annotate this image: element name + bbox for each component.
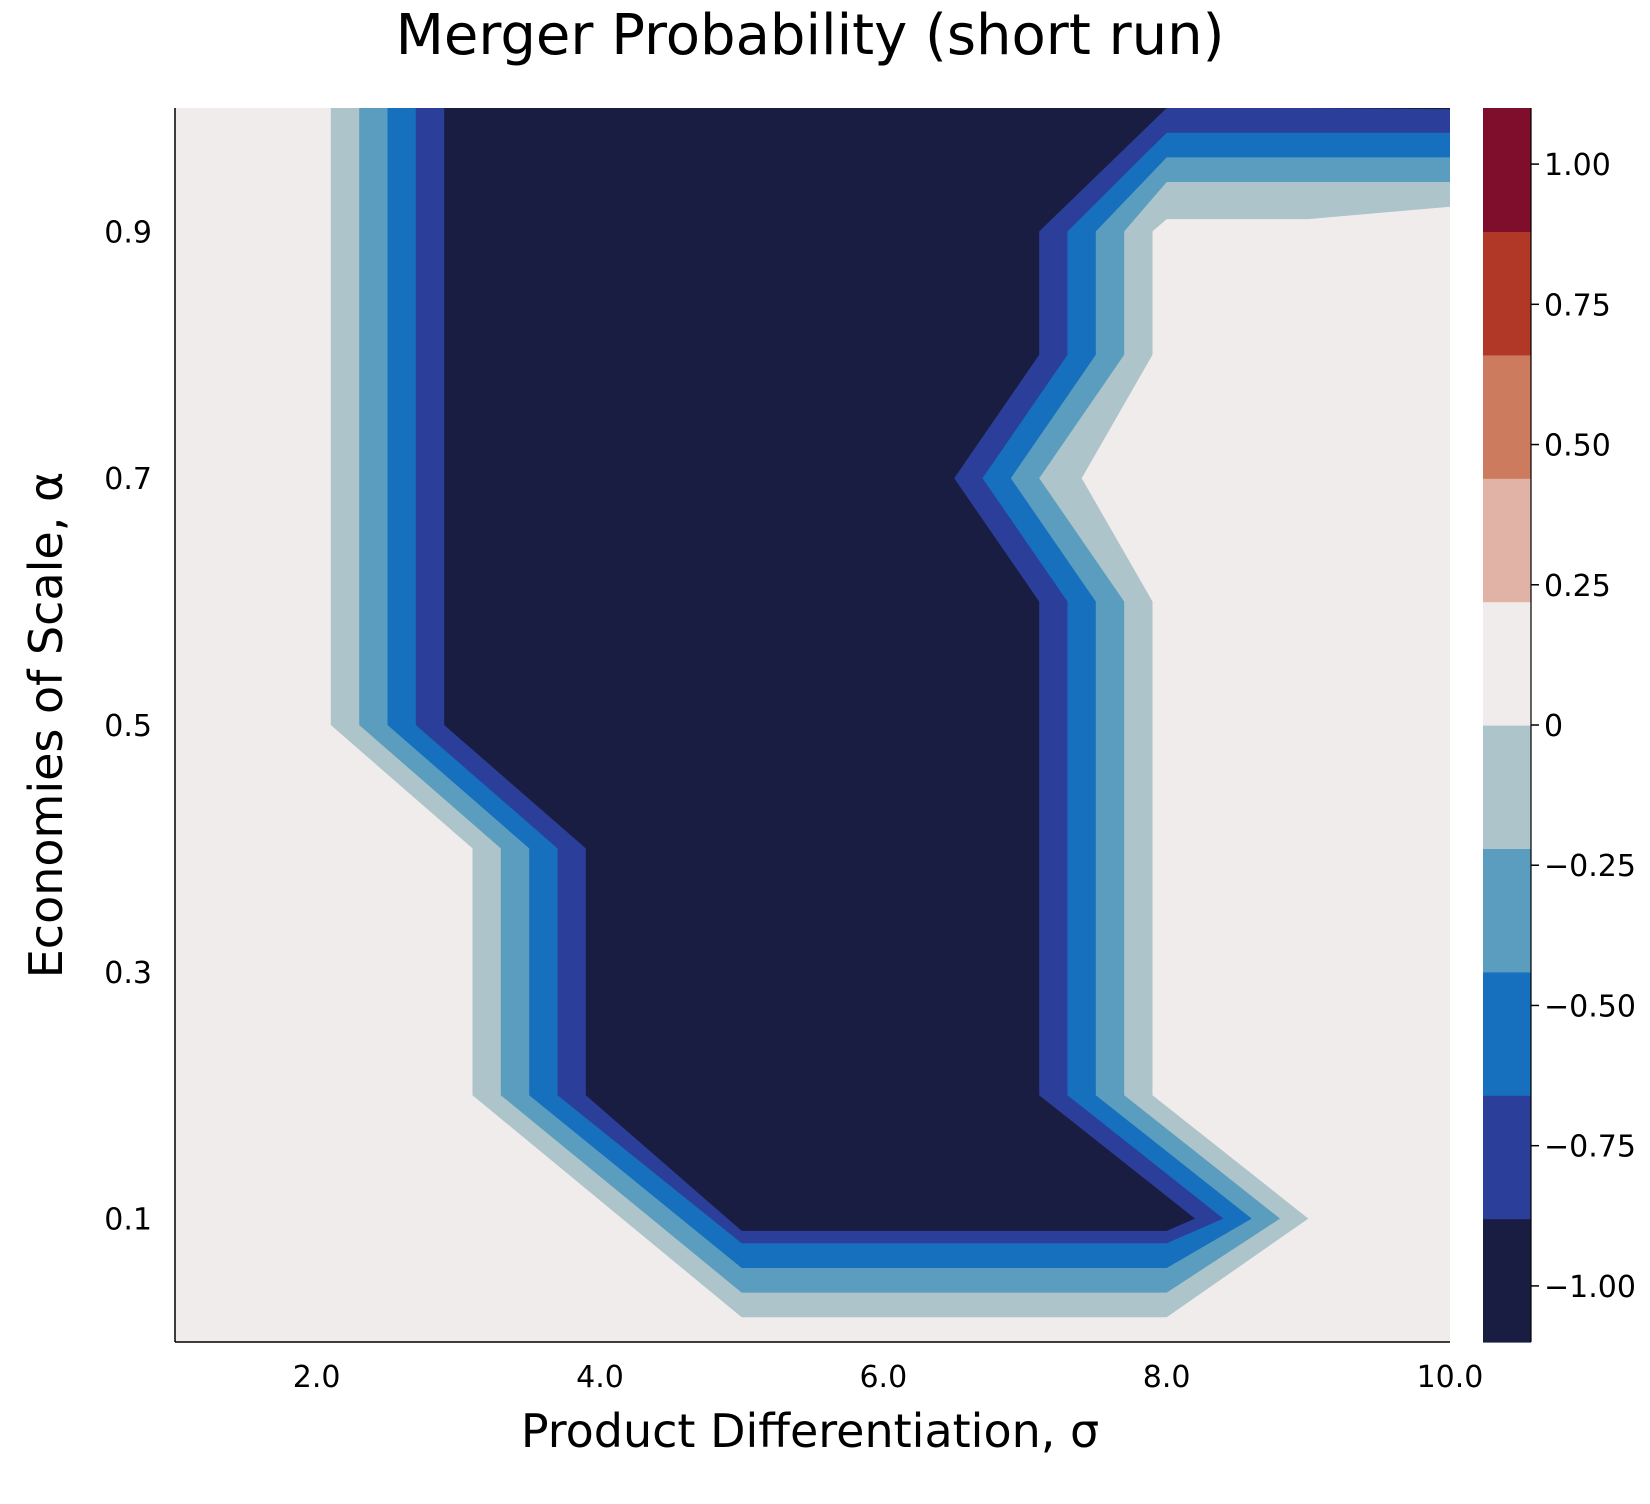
colorbar-band <box>1483 725 1531 849</box>
chart-title: Merger Probability (short run) <box>396 3 1225 68</box>
colorbar-tick-label: −0.75 <box>1544 1130 1636 1165</box>
colorbar-band <box>1483 1095 1531 1220</box>
x-tick-label: 8.0 <box>1143 1360 1191 1395</box>
colorbar-band <box>1483 478 1531 603</box>
colorbar-band <box>1483 1218 1531 1343</box>
colorbar-band <box>1483 108 1531 232</box>
y-tick-label: 0.5 <box>104 709 152 744</box>
colorbar-tick-label: −0.25 <box>1544 849 1636 884</box>
colorbar-tick-label: 0.50 <box>1544 429 1611 464</box>
x-tick-label: 4.0 <box>576 1360 624 1395</box>
colorbar-tick-label: −1.00 <box>1544 1270 1636 1305</box>
colorbar-tick-label: 1.00 <box>1544 148 1611 183</box>
colorbar-band <box>1483 231 1531 356</box>
colorbar-tick-label: 0.25 <box>1544 569 1611 604</box>
y-axis-label: Economies of Scale, α <box>19 472 73 979</box>
y-tick-label: 0.7 <box>104 462 152 497</box>
contour-band-4 <box>444 108 1450 1231</box>
colorbar-tick-label: 0 <box>1544 709 1563 744</box>
colorbar-band <box>1483 848 1531 973</box>
plot-axes <box>174 108 1450 1343</box>
contour-regions <box>175 108 1451 1342</box>
colorbar-tick-label: −0.50 <box>1544 989 1636 1024</box>
x-tick-label: 10.0 <box>1417 1360 1484 1395</box>
y-tick-label: 0.3 <box>104 956 152 991</box>
x-tick-label: 2.0 <box>293 1360 341 1395</box>
x-axis-label: Product Differentiation, σ <box>521 1404 1099 1458</box>
colorbar: 1.00 0.75 0.50 0.25 0 −0.25 −0.50 −0.75 −1.00 <box>1483 108 1636 1343</box>
y-tick-label: 0.1 <box>104 1203 152 1238</box>
colorbar-band <box>1483 971 1531 1096</box>
x-tick-labels: 2.0 4.0 6.0 8.0 10.0 <box>293 1360 1484 1395</box>
colorbar-tick-label: 0.75 <box>1544 288 1611 323</box>
colorbar-band <box>1483 601 1531 726</box>
y-tick-label: 0.9 <box>104 215 152 250</box>
colorbar-band <box>1483 354 1531 479</box>
y-tick-labels: 0.1 0.3 0.5 0.7 0.9 <box>104 215 152 1237</box>
x-tick-label: 6.0 <box>859 1360 907 1395</box>
